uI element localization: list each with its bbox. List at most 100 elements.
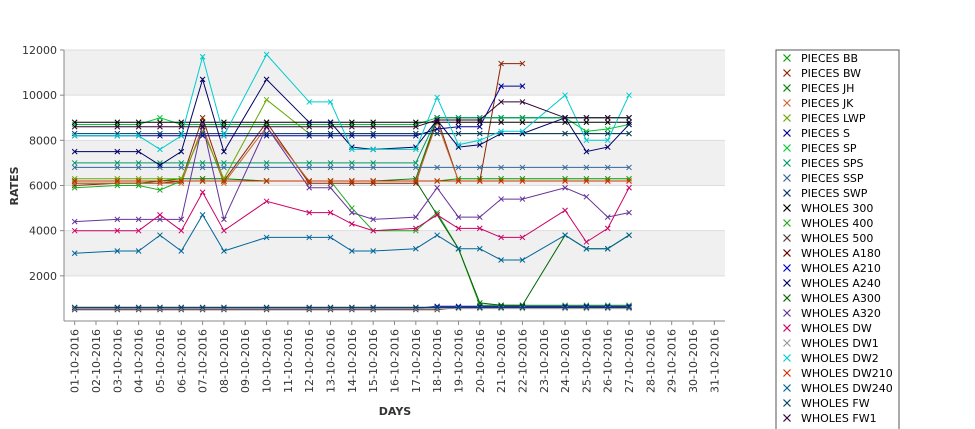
x-tick-label: 22-10-2016: [516, 329, 529, 393]
data-point: [157, 232, 163, 239]
data-point: [135, 148, 142, 155]
data-point: [306, 123, 313, 130]
data-point: [519, 164, 526, 171]
data-point: [263, 51, 270, 58]
data-point: [263, 178, 270, 184]
legend-label: PIECES SSP: [801, 172, 864, 185]
data-point: [306, 164, 313, 171]
legend-marker: [783, 69, 791, 77]
data-point: [562, 175, 568, 182]
data-point: [412, 245, 419, 252]
data-point: [626, 184, 632, 191]
data-point: [412, 227, 419, 234]
data-point: [434, 232, 440, 239]
data-point: [434, 184, 440, 191]
data-point: [157, 146, 163, 153]
x-tick-label: 03-10-2016: [111, 329, 124, 393]
legend-label: WHOLES 300: [801, 202, 873, 215]
y-tick-label: 4000: [29, 225, 57, 238]
data-point: [306, 160, 313, 166]
legend-label: PIECES JK: [801, 97, 854, 110]
data-point: [626, 175, 632, 182]
data-point: [519, 234, 526, 241]
data-point: [455, 304, 462, 311]
data-point: [498, 83, 504, 89]
data-point: [157, 180, 163, 187]
data-point: [221, 121, 227, 128]
data-point: [135, 248, 142, 254]
legend-item: WHOLES 400: [783, 217, 873, 230]
data-point: [583, 164, 590, 171]
legend-item: WHOLES DW1: [783, 337, 879, 350]
data-point: [114, 180, 121, 187]
x-tick-label: 25-10-2016: [580, 329, 593, 393]
data-point: [114, 182, 121, 189]
series-pieces-swp: [71, 130, 632, 137]
x-tick-label: 09-10-2016: [239, 329, 252, 393]
x-tick-label: 14-10-2016: [346, 329, 359, 393]
data-point: [498, 178, 504, 184]
data-point: [626, 303, 632, 310]
legend-item: WHOLES FW: [783, 397, 870, 410]
data-point: [327, 304, 334, 311]
data-point: [114, 175, 121, 182]
data-point: [135, 306, 142, 313]
legend-label: WHOLES DW2: [801, 352, 879, 365]
data-point: [583, 178, 590, 184]
legend-item: PIECES LWP: [783, 112, 866, 125]
legend-marker: [783, 99, 791, 107]
data-point: [135, 304, 142, 311]
data-point: [519, 83, 526, 89]
data-point: [498, 304, 504, 311]
data-point: [476, 123, 483, 130]
data-point: [199, 160, 206, 166]
data-point: [604, 175, 611, 182]
data-point: [71, 180, 78, 187]
data-point: [199, 178, 206, 184]
data-point: [476, 137, 483, 144]
data-point: [157, 132, 163, 139]
data-point: [327, 178, 334, 184]
data-point: [455, 164, 462, 171]
data-point: [455, 141, 462, 148]
data-point: [519, 130, 526, 137]
data-point: [327, 121, 334, 128]
data-point: [434, 178, 440, 184]
data-point: [135, 182, 142, 189]
legend-item: WHOLES FW1: [783, 412, 877, 425]
data-point: [263, 130, 270, 137]
series-line: [74, 180, 629, 306]
data-point: [71, 148, 78, 155]
legend-item: WHOLES DW210: [783, 367, 893, 380]
legend-label: WHOLES A320: [801, 307, 881, 320]
data-point: [199, 119, 206, 126]
data-point: [476, 130, 483, 137]
series-line: [74, 124, 630, 223]
data-point: [349, 306, 355, 313]
legend-item: PIECES SWP: [783, 187, 868, 200]
legend-label: PIECES BB: [801, 52, 858, 65]
data-point: [519, 175, 526, 182]
x-tick-label: 18-10-2016: [431, 329, 444, 393]
data-point: [434, 304, 440, 311]
data-point: [71, 306, 78, 313]
data-point: [157, 162, 163, 169]
data-point: [626, 304, 632, 311]
data-point: [135, 216, 142, 223]
data-point: [114, 178, 121, 184]
data-point: [349, 178, 355, 184]
legend-label: WHOLES DW1: [801, 337, 879, 350]
data-point: [604, 114, 611, 121]
legend-label: PIECES LWP: [801, 112, 866, 125]
data-point: [221, 304, 227, 311]
data-point: [476, 114, 483, 121]
data-point: [114, 160, 121, 166]
legend-label: PIECES S: [801, 127, 850, 140]
data-point: [157, 212, 163, 218]
data-point: [114, 148, 121, 155]
legend-marker: [783, 144, 791, 152]
data-point: [221, 180, 227, 187]
data-point: [626, 164, 632, 171]
data-point: [476, 141, 483, 148]
data-point: [519, 119, 526, 126]
